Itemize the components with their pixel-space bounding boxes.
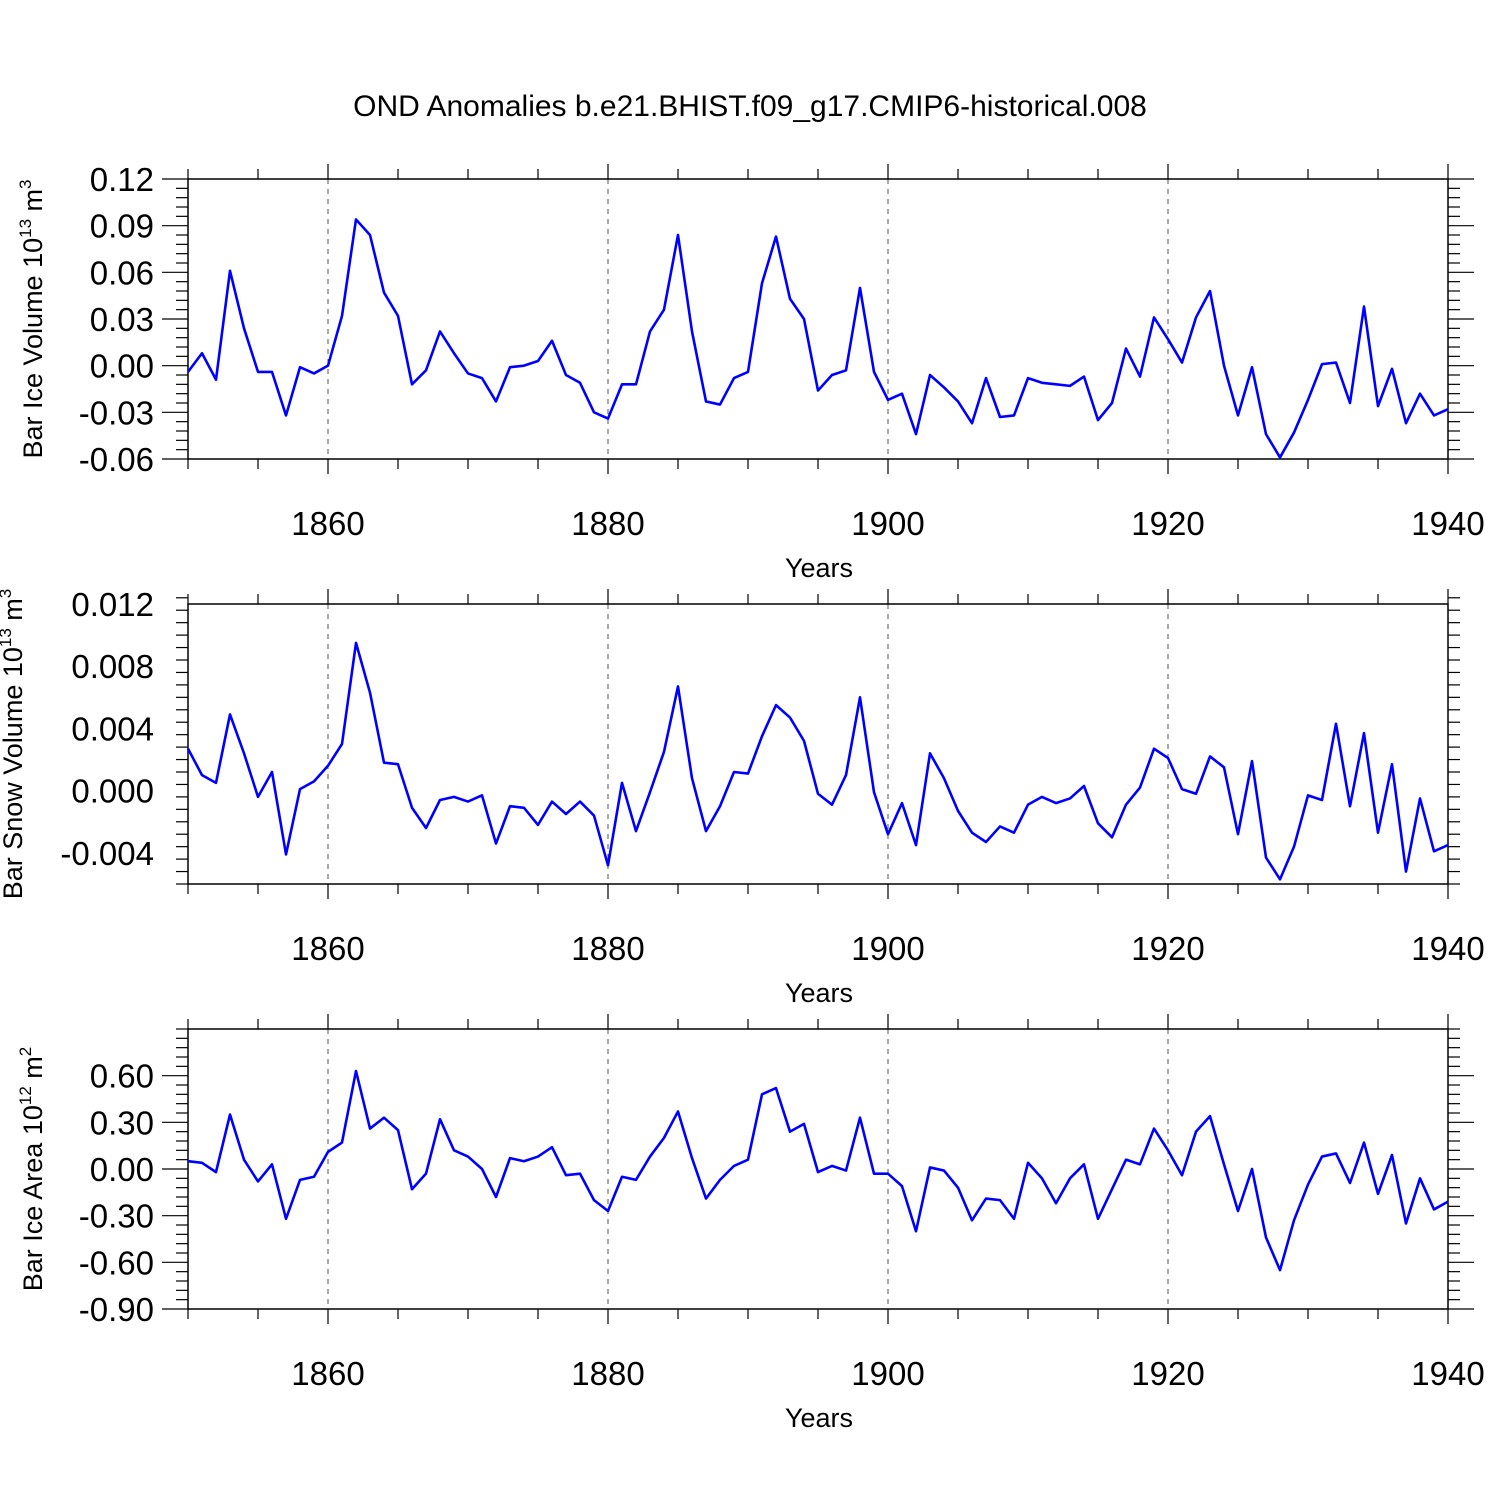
- x-axis-label: Years: [785, 553, 853, 583]
- x-tick-label: 1880: [571, 1355, 644, 1392]
- panel-ice-volume-labels: -0.06 -0.03 0.00 0.03 0.06 0.09 0.12 1860 1880 19…: [79, 161, 1485, 542]
- y-tick-label: -0.60: [79, 1244, 154, 1281]
- panel-snow-volume: -0.004 0.000 0.004 0.008 0.012 1860 1880 1900 19…: [0, 586, 1485, 1008]
- x-tick-label: 1940: [1411, 1355, 1484, 1392]
- panel-snow-volume-grid: [327, 604, 1169, 884]
- y-tick-label: 0.09: [90, 208, 154, 245]
- series-line: [186, 218, 1449, 459]
- x-tick-label: 1920: [1131, 505, 1204, 542]
- y-tick-label: -0.30: [79, 1198, 154, 1235]
- x-axis-label: Years: [785, 978, 853, 1008]
- plot-frame: [187, 178, 1449, 460]
- x-tick-label: 1860: [291, 930, 364, 967]
- x-tick-label: 1880: [571, 930, 644, 967]
- y-tick-label: -0.03: [79, 394, 154, 431]
- panel-snow-volume-ticks: [176, 589, 1460, 899]
- plot-frame: [187, 603, 1449, 885]
- x-tick-label: 1920: [1131, 1355, 1204, 1392]
- y-tick-label: 0.06: [90, 254, 154, 291]
- panel-ice-area-ticks: [162, 1014, 1474, 1324]
- x-tick-label: 1880: [571, 505, 644, 542]
- x-tick-label: 1900: [851, 505, 924, 542]
- y-tick-label: 0.004: [71, 710, 154, 747]
- panel-ice-volume: -0.06 -0.03 0.00 0.03 0.06 0.09 0.12 1860 1880 19…: [16, 161, 1485, 583]
- series-line: [187, 1069, 1449, 1272]
- x-tick-label: 1940: [1411, 505, 1484, 542]
- series-line: [186, 641, 1449, 881]
- panel-snow-volume-labels: -0.004 0.000 0.004 0.008 0.012 1860 1880 1900 19…: [60, 586, 1484, 967]
- y-tick-label: 0.012: [71, 586, 154, 623]
- x-tick-label: 1920: [1131, 930, 1204, 967]
- panel-ice-volume-ticks: [162, 164, 1474, 474]
- x-tick-label: 1900: [851, 930, 924, 967]
- panel-ice-volume-series: [186, 218, 1449, 459]
- panel-ice-area: -0.90 -0.60 -0.30 0.00 0.30 0.60 1860 1880 1900 1…: [16, 1014, 1485, 1433]
- x-tick-label: 1860: [291, 505, 364, 542]
- x-tick-label: 1940: [1411, 930, 1484, 967]
- y-tick-label: -0.90: [79, 1291, 154, 1328]
- panel-ice-area-series: [187, 1069, 1449, 1272]
- panel-ice-area-grid: [327, 1029, 1169, 1309]
- y-tick-label: 0.008: [71, 648, 154, 685]
- y-tick-label: 0.30: [90, 1104, 154, 1141]
- panel-ice-volume-grid: [327, 179, 1169, 459]
- y-tick-label: -0.06: [79, 441, 154, 478]
- x-tick-label: 1860: [291, 1355, 364, 1392]
- y-tick-label: -0.004: [60, 835, 154, 872]
- y-tick-label: 0.000: [71, 773, 154, 810]
- y-tick-label: 0.12: [90, 161, 154, 198]
- y-axis-label: Bar Snow Volume 1013 m3: [0, 589, 28, 900]
- y-tick-label: 0.60: [90, 1058, 154, 1095]
- panel-snow-volume-series: [186, 641, 1449, 881]
- panel-ice-area-labels: -0.90 -0.60 -0.30 0.00 0.30 0.60 1860 1880 1900 1…: [79, 1058, 1485, 1392]
- y-tick-label: 0.00: [90, 348, 154, 385]
- y-tick-label: 0.00: [90, 1151, 154, 1188]
- y-tick-label: 0.03: [90, 301, 154, 338]
- y-axis-label: Bar Ice Area 1012 m2: [16, 1047, 48, 1292]
- y-axis-label: Bar Ice Volume 1013 m3: [16, 179, 48, 458]
- chart-title: OND Anomalies b.e21.BHIST.f09_g17.CMIP6-…: [353, 90, 1147, 123]
- x-tick-label: 1900: [851, 1355, 924, 1392]
- x-axis-label: Years: [785, 1403, 853, 1433]
